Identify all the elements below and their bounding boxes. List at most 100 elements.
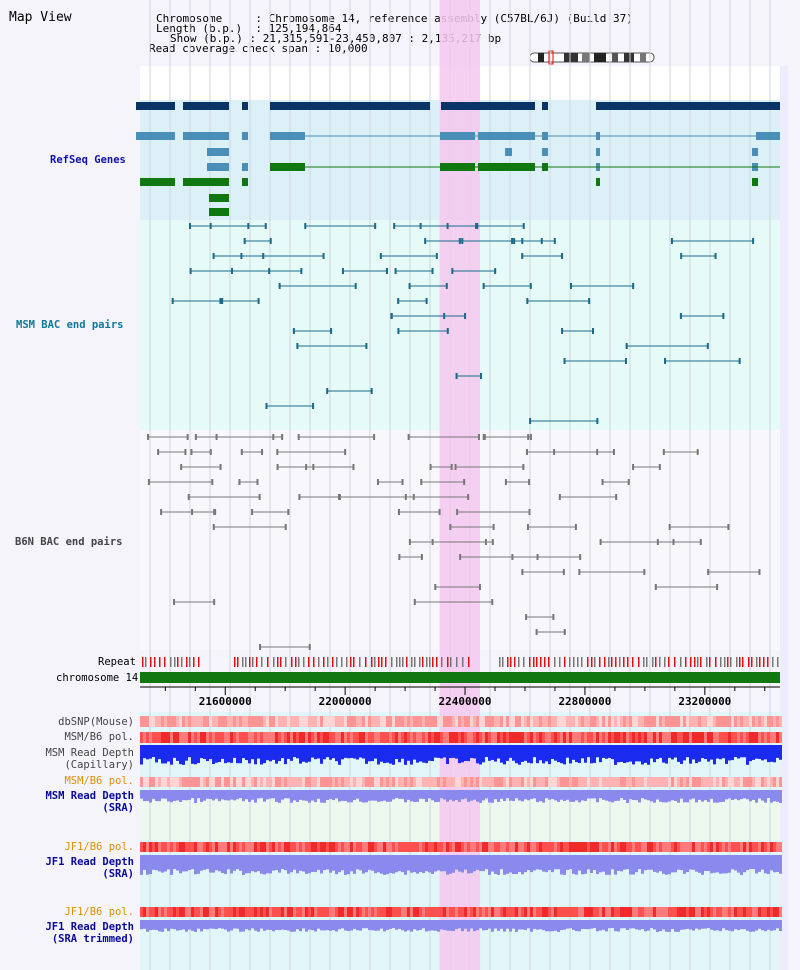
- msm-capillary-depth-bar: [566, 745, 569, 758]
- jf1-b6-pol-heat: [467, 842, 470, 852]
- msm-b6-pol-sra-heat: [503, 777, 506, 787]
- track-label-b6n-bac[interactable]: B6N BAC end pairs: [15, 536, 123, 548]
- jf1-trimmed-depth-bar: [581, 920, 584, 930]
- jf1-trimmed-depth-bar: [254, 920, 257, 931]
- jf1-b6-pol-2-heat: [578, 907, 581, 917]
- jf1-b6-pol-2-heat: [350, 907, 353, 917]
- length-key: Length (b.p.): [156, 22, 243, 35]
- msm-bac-end: [451, 268, 454, 274]
- jf1-b6-pol-2-heat: [620, 907, 623, 917]
- repeat-mark: [510, 657, 512, 667]
- jf1-b6-pol-heat: [404, 842, 407, 852]
- jf1-trimmed-depth-bar: [491, 920, 494, 932]
- msm-capillary-depth-bar: [482, 745, 485, 763]
- repeat-mark: [715, 657, 717, 667]
- jf1-trimmed-depth-bar: [224, 920, 227, 930]
- jf1-b6-pol-heat: [248, 842, 251, 852]
- repeat-mark: [323, 657, 325, 667]
- repeat-mark: [291, 657, 293, 667]
- msm-capillary-depth-bar: [419, 745, 422, 762]
- jf1-trimmed-depth-bar: [593, 920, 596, 929]
- jf1-depth-bar: [383, 855, 386, 875]
- dbsnp-heat: [713, 716, 716, 727]
- msm-bac-end: [588, 298, 591, 304]
- msm-b6-pol-heat: [308, 732, 311, 743]
- msm-capillary-depth-bar: [749, 745, 752, 762]
- jf1-depth-bar: [557, 855, 560, 870]
- jf1-b6-pol-2-heat: [554, 907, 557, 917]
- msm-capillary-depth-bar: [206, 745, 209, 762]
- jf1-b6-pol-heat: [407, 842, 410, 852]
- repeat-mark: [554, 657, 556, 667]
- jf1-b6-pol-2-heat: [770, 907, 773, 917]
- msm-sra-depth-bar: [317, 790, 320, 799]
- msm-capillary-depth-bar: [737, 745, 740, 759]
- repeat-mark: [468, 657, 470, 667]
- repeat-mark: [436, 657, 438, 667]
- msm-b6-pol-sra-heat: [362, 777, 365, 787]
- dbsnp-heat: [611, 716, 614, 727]
- track-label-refseq[interactable]: RefSeq Genes: [50, 154, 126, 166]
- track-label-msm-bac[interactable]: MSM BAC end pairs: [16, 319, 124, 331]
- jf1-depth-bar: [485, 855, 488, 870]
- msm-b6-pol-sra-heat: [548, 777, 551, 787]
- jf1-depth-bar: [488, 855, 491, 875]
- msm-capillary-depth-bar: [536, 745, 539, 764]
- msm-b6-pol-heat: [368, 732, 371, 743]
- msm-b6-pol-heat: [683, 732, 686, 743]
- msm-b6-pol-sra-heat: [776, 777, 779, 787]
- jf1-b6-pol-2-heat: [332, 907, 335, 917]
- msm-b6-pol-sra-heat: [749, 777, 752, 787]
- msm-b6-pol-sra-heat: [146, 777, 149, 787]
- jf1-b6-pol-2-heat: [152, 907, 155, 917]
- dbsnp-heat: [353, 716, 356, 727]
- chromosome-ideogram[interactable]: [528, 50, 658, 66]
- repeat-mark: [730, 657, 732, 667]
- msm-bac-end: [714, 253, 717, 259]
- msm-capillary-depth-bar: [245, 745, 248, 761]
- dbsnp-heat: [536, 716, 539, 727]
- dbsnp-heat: [707, 716, 710, 727]
- repeat-mark: [668, 657, 670, 667]
- gene-exon: [440, 132, 475, 140]
- msm-b6-pol-sra-heat: [185, 777, 188, 787]
- repeat-mark: [256, 657, 258, 667]
- jf1-depth-bar: [632, 855, 635, 875]
- dbsnp-heat: [173, 716, 176, 727]
- msm-b6-pol-sra-heat: [704, 777, 707, 787]
- msm-b6-pol-sra-heat: [413, 777, 416, 787]
- msm-sra-depth-bar: [662, 790, 665, 803]
- jf1-b6-pol-2-heat: [431, 907, 434, 917]
- b6n-bac-end: [463, 479, 466, 485]
- jf1-b6-pol-2-heat: [527, 907, 530, 917]
- jf1-depth-bar: [695, 855, 698, 872]
- repeat-mark: [189, 657, 191, 667]
- msm-capillary-depth-bar: [215, 745, 218, 763]
- msm-sra-depth-bar: [659, 790, 662, 802]
- msm-bac-end: [679, 313, 682, 319]
- track-label-dbsnp: dbSNP(Mouse): [58, 716, 134, 728]
- msm-b6-pol-heat: [476, 732, 479, 743]
- msm-b6-pol-heat: [323, 732, 326, 743]
- jf1-depth-bar: [746, 855, 749, 871]
- msm-b6-pol-sra-heat: [368, 777, 371, 787]
- jf1-depth-bar: [260, 855, 263, 874]
- msm-capillary-depth-bar: [530, 745, 533, 764]
- msm-sra-depth-bar: [227, 790, 230, 801]
- msm-b6-pol-heat: [158, 732, 161, 743]
- jf1-b6-pol-2-heat: [230, 907, 233, 917]
- jf1-b6-pol-2-heat: [383, 907, 386, 917]
- msm-b6-pol-sra-heat: [260, 777, 263, 787]
- jf1-b6-pol-heat: [431, 842, 434, 852]
- jf1-trimmed-depth-bar: [278, 920, 281, 931]
- jf1-depth-bar: [752, 855, 755, 870]
- dbsnp-heat: [488, 716, 491, 727]
- msm-b6-pol-sra-heat: [488, 777, 491, 787]
- jf1-b6-pol-heat: [698, 842, 701, 852]
- jf1-depth-bar: [686, 855, 689, 873]
- b6n-bac-end: [562, 569, 565, 575]
- jf1-b6-pol-2-heat: [551, 907, 554, 917]
- repeat-mark: [327, 657, 329, 667]
- jf1-b6-pol-2-heat: [707, 907, 710, 917]
